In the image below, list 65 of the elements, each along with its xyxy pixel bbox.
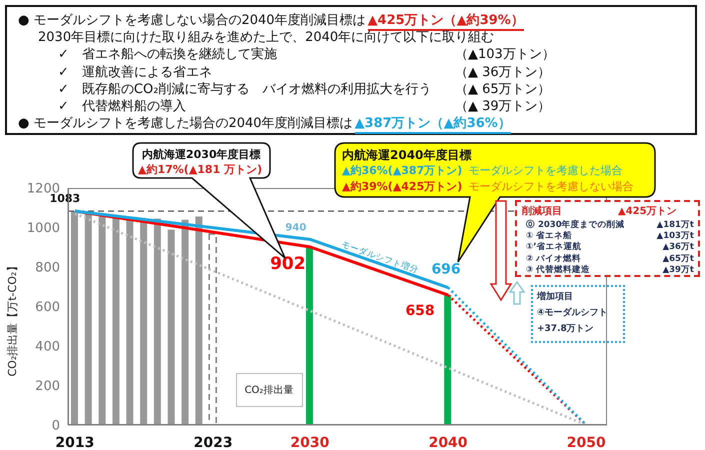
y-tick-label: 400 [35, 340, 60, 355]
y-tick-label: 800 [35, 260, 60, 276]
annotation: モーダルシフトを考慮しない場合 [468, 179, 634, 194]
annotation: CO₂排出量 [244, 385, 294, 396]
text: ✓ 運航改善による省エネ [58, 64, 212, 81]
text: 2030年目標に向けた取り組みを進めた上で、2040年に向けて以下に取り組む [38, 29, 494, 46]
y-axis-title: CO₂排出量【万t-CO₂】 [6, 260, 19, 376]
annotation: 増加項目 [537, 292, 573, 302]
x-tick-label: 2023 [194, 435, 233, 450]
annotation: ⓪ 2030年度までの削減 [526, 220, 625, 230]
bar [126, 220, 134, 425]
text: ● モーダルシフトを考慮した場合の2040年度削減目標は [18, 115, 353, 134]
text: ▲425万トン（▲約39%） [368, 11, 524, 31]
annotation: ▲約39%(▲425万トン) [342, 179, 462, 194]
text: ▲約17%(▲181 万トン) [138, 163, 262, 176]
annotation: ② バイオ燃料 [526, 254, 582, 264]
bar [195, 216, 202, 425]
text: （▲ 39万トン） [455, 99, 551, 114]
text: モーダルシフトを考慮した場合 [468, 163, 622, 178]
bar [444, 295, 452, 425]
annotation: ③ 代替燃料建造 [526, 264, 590, 275]
bar [306, 246, 313, 425]
data-label: 940 [285, 222, 306, 234]
bar [112, 218, 120, 425]
text: ▲425万トン [618, 206, 677, 217]
bar [154, 218, 161, 425]
text: ▲約36%(▲387万トン) [342, 163, 462, 178]
annotation: ①’省エネ運航 [526, 242, 582, 252]
text: ▲387万トン（▲約36%） [354, 114, 511, 134]
text: ▲103万t [656, 231, 694, 242]
data-label: 902 [270, 254, 306, 274]
text: ▲39万t [662, 264, 694, 275]
bar [98, 216, 106, 425]
x-tick-label: 2040 [428, 435, 468, 450]
annotation: ① 省エネ船 [526, 231, 572, 242]
text: ✓ 代替燃料船の導入 [58, 98, 186, 115]
text: ▲181万t [656, 220, 694, 230]
bar [168, 230, 175, 425]
x-tick-label: 2013 [55, 435, 94, 450]
y-tick-label: 600 [35, 300, 60, 316]
text: ✓ 省エネ船への転換を継続して実施 [58, 46, 277, 64]
text: （▲ 36万トン） [455, 64, 551, 80]
bar [182, 220, 189, 425]
bar [71, 211, 78, 425]
text: ▲36万t [662, 242, 694, 252]
text: 内航海運2040年度目標 [342, 148, 472, 162]
x-tick-label: 2050 [566, 435, 606, 450]
y-tick-label: 1000 [26, 221, 60, 236]
data-label: 696 [431, 262, 461, 278]
text: ✓ 既存船のCO₂削減に寄与する バイオ燃料の利用拡大を行う [58, 80, 432, 98]
text: 内航海運2030年度目標 [142, 148, 261, 161]
annotation: ④モーダルシフト [537, 308, 608, 318]
x-tick-label: 2030 [290, 435, 330, 450]
text: （▲103万トン） [455, 47, 555, 62]
y-tick-label: 0 [52, 418, 60, 434]
bar [84, 212, 92, 425]
annotation: 削減項目 [522, 206, 562, 217]
text: ● モーダルシフトを考慮しない場合の2040年度削減目標は [18, 12, 366, 30]
annotation: +37.8万トン [537, 324, 594, 334]
y-tick-label: 200 [35, 379, 60, 394]
text: ▲65万t [662, 254, 694, 264]
data-label: 658 [405, 303, 435, 320]
text: （▲ 65万トン） [455, 82, 551, 97]
bar [140, 221, 148, 425]
annotation: モーダルシフト増分 [340, 240, 420, 276]
